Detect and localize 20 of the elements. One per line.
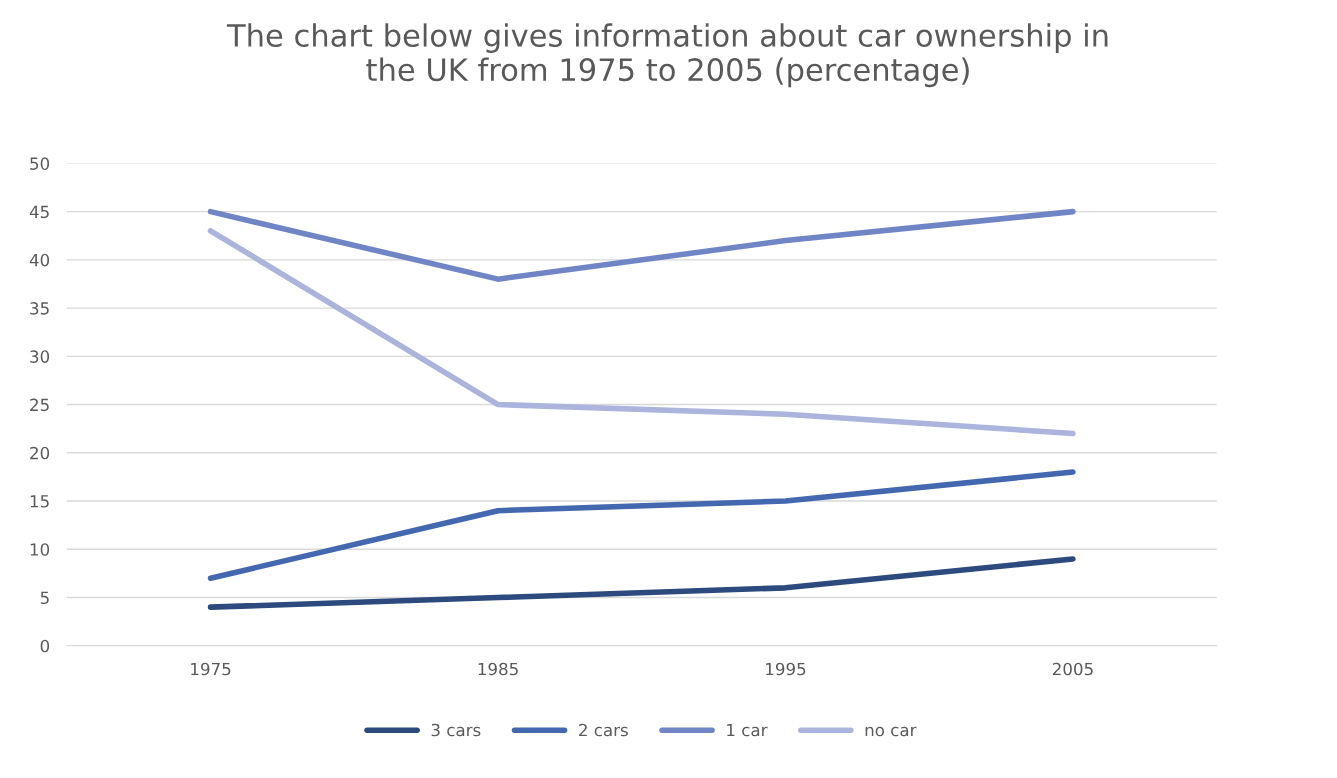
y-tick-label: 35 bbox=[30, 302, 49, 315]
y-tick-label: 25 bbox=[30, 398, 49, 412]
x-tick-label: 1995 bbox=[766, 662, 806, 676]
y-tick-label: 30 bbox=[30, 350, 50, 363]
y-tick-label: 10 bbox=[30, 543, 50, 556]
y-tick-label: 45 bbox=[29, 205, 49, 219]
legend-label: 3 cars bbox=[431, 723, 481, 737]
y-tick-label: 20 bbox=[30, 446, 50, 460]
y-tick-label: 50 bbox=[30, 157, 50, 170]
x-tick-label: 1975 bbox=[191, 662, 231, 676]
y-tick-label: 0 bbox=[40, 639, 50, 653]
x-tick-label: 2005 bbox=[1052, 662, 1093, 676]
y-tick-label: 15 bbox=[30, 495, 49, 508]
legend-label: no car bbox=[865, 726, 917, 737]
legend-label: 1 car bbox=[727, 723, 768, 737]
chart-title: The chart below gives information about car ownership in the UK from 1975 to 2005 (percentage) bbox=[226, 23, 1108, 88]
legend-label: 2 cars bbox=[579, 723, 628, 737]
y-tick-label: 5 bbox=[40, 591, 49, 605]
x-tick-label: 1985 bbox=[478, 662, 518, 676]
y-tick-label: 40 bbox=[29, 253, 50, 267]
